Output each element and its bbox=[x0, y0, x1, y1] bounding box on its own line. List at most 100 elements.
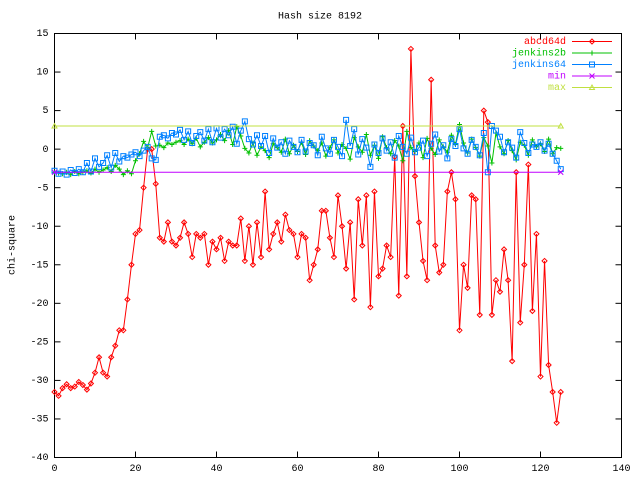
point-marker bbox=[359, 242, 366, 249]
point-marker bbox=[310, 261, 317, 268]
point-marker bbox=[229, 242, 236, 249]
point-marker bbox=[286, 137, 293, 144]
point-marker bbox=[456, 327, 463, 334]
point-marker bbox=[376, 155, 381, 161]
point-marker bbox=[541, 147, 548, 154]
point-marker bbox=[132, 230, 139, 238]
point-marker bbox=[193, 133, 200, 140]
point-marker bbox=[371, 141, 378, 148]
legend-marker bbox=[589, 61, 595, 68]
point-marker bbox=[253, 219, 261, 226]
point-marker bbox=[367, 163, 374, 170]
series-group bbox=[51, 116, 564, 178]
point-marker bbox=[432, 131, 439, 138]
point-marker bbox=[461, 140, 467, 146]
point-marker bbox=[391, 153, 398, 161]
point-marker bbox=[169, 142, 175, 148]
legend-marker bbox=[588, 38, 596, 45]
x-tick-label: 140 bbox=[612, 464, 630, 475]
legend-label: jenkins64 bbox=[512, 59, 566, 71]
point-marker bbox=[322, 207, 330, 215]
point-marker bbox=[513, 154, 520, 161]
y-tick-label: -25 bbox=[30, 338, 48, 349]
point-marker bbox=[213, 246, 220, 253]
point-marker bbox=[282, 150, 289, 157]
point-marker bbox=[225, 238, 232, 245]
point-marker bbox=[249, 141, 256, 148]
point-marker bbox=[79, 381, 87, 389]
point-marker bbox=[395, 133, 402, 140]
point-marker bbox=[489, 160, 495, 166]
point-marker bbox=[153, 143, 159, 149]
point-marker bbox=[266, 149, 273, 156]
point-marker bbox=[346, 219, 354, 226]
point-marker bbox=[521, 139, 528, 146]
point-marker bbox=[282, 211, 289, 218]
point-marker bbox=[96, 163, 103, 170]
point-marker bbox=[303, 152, 309, 158]
point-marker bbox=[415, 219, 423, 226]
point-marker bbox=[472, 143, 479, 150]
point-marker bbox=[246, 150, 252, 156]
point-marker bbox=[294, 149, 301, 156]
point-marker bbox=[314, 246, 321, 253]
point-marker bbox=[225, 132, 232, 139]
point-marker bbox=[436, 269, 443, 276]
legend-label: abcd64d bbox=[524, 36, 566, 48]
point-marker bbox=[120, 172, 126, 178]
point-marker bbox=[254, 132, 260, 139]
point-marker bbox=[136, 153, 143, 160]
point-marker bbox=[557, 169, 564, 176]
point-marker bbox=[156, 133, 163, 140]
point-marker bbox=[242, 145, 248, 151]
point-marker bbox=[278, 139, 285, 146]
point-marker bbox=[152, 156, 159, 163]
point-marker bbox=[112, 149, 119, 156]
y-tick-label: 15 bbox=[36, 29, 48, 40]
y-tick-label: -10 bbox=[30, 222, 48, 233]
point-marker bbox=[99, 369, 107, 376]
point-marker bbox=[306, 276, 313, 284]
point-marker bbox=[222, 138, 228, 144]
point-marker bbox=[484, 169, 491, 176]
point-marker bbox=[100, 160, 107, 167]
point-marker bbox=[164, 219, 172, 226]
point-marker bbox=[338, 223, 346, 230]
point-marker bbox=[262, 133, 269, 140]
point-marker bbox=[120, 327, 127, 334]
point-marker bbox=[209, 139, 216, 146]
point-marker bbox=[298, 230, 305, 238]
point-marker bbox=[485, 143, 491, 149]
y-tick-label: -5 bbox=[36, 183, 48, 194]
point-marker bbox=[448, 136, 455, 143]
point-marker bbox=[553, 157, 560, 164]
legend-label: min bbox=[548, 71, 566, 83]
point-marker bbox=[87, 380, 95, 387]
point-marker bbox=[257, 253, 265, 261]
point-marker bbox=[387, 253, 394, 261]
series-line bbox=[54, 48, 562, 423]
point-marker bbox=[363, 144, 370, 151]
point-marker bbox=[440, 261, 447, 268]
point-marker bbox=[464, 150, 471, 157]
point-marker bbox=[419, 257, 427, 265]
legend-marker bbox=[589, 73, 595, 79]
point-marker bbox=[480, 107, 488, 114]
point-marker bbox=[133, 158, 138, 164]
x-tick-label: 40 bbox=[210, 464, 222, 475]
point-marker bbox=[403, 150, 410, 157]
point-marker bbox=[537, 139, 544, 146]
point-marker bbox=[497, 144, 503, 150]
point-marker bbox=[290, 230, 297, 238]
y-tick-label: -20 bbox=[30, 299, 48, 310]
point-marker bbox=[71, 383, 78, 390]
series-line bbox=[54, 119, 562, 176]
point-marker bbox=[108, 164, 115, 171]
point-marker bbox=[188, 253, 196, 261]
point-marker bbox=[403, 273, 411, 280]
point-marker bbox=[274, 144, 281, 151]
point-marker bbox=[168, 129, 175, 136]
point-marker bbox=[140, 147, 147, 154]
point-marker bbox=[363, 192, 370, 199]
point-marker bbox=[488, 311, 496, 319]
